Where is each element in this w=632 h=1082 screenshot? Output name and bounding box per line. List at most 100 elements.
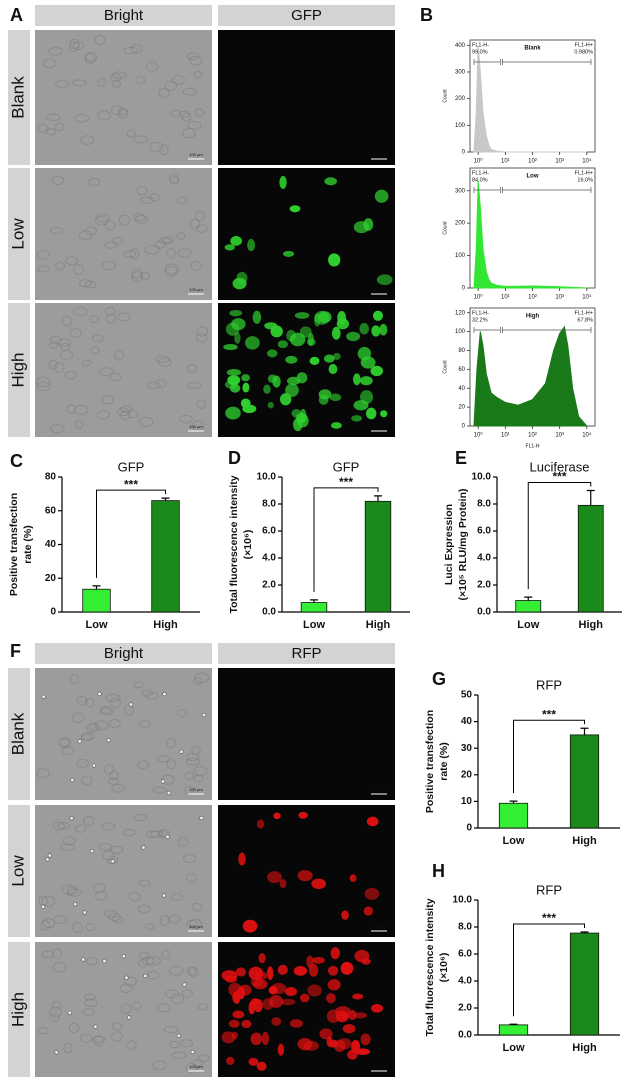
sample-label: Blank xyxy=(524,46,541,52)
cell-outline xyxy=(61,316,73,327)
cell-outline xyxy=(194,108,205,117)
fluorescent-cell xyxy=(282,250,295,257)
fluorescent-cell xyxy=(232,991,241,1004)
y-tick-label: 20 xyxy=(461,769,473,780)
cell-outline xyxy=(81,775,93,786)
fluorescent-cell xyxy=(221,970,238,981)
cell-outline xyxy=(85,956,98,966)
fluorescent-cell xyxy=(331,326,341,340)
y-tick-label: 60 xyxy=(45,505,57,516)
cell-outline xyxy=(97,110,112,121)
cell-outline xyxy=(171,1051,187,1060)
cell-outline xyxy=(149,141,164,153)
cell-outline xyxy=(80,135,95,146)
row-label: Low xyxy=(8,218,27,250)
cell-outline xyxy=(61,746,75,756)
cell-outline xyxy=(88,177,101,187)
cell-outline xyxy=(55,261,66,271)
cell-outline xyxy=(101,822,116,831)
fluorescent-cell xyxy=(346,331,361,342)
cell-outline xyxy=(74,114,90,123)
cell-outline xyxy=(118,214,131,226)
y-tick-label: 8.0 xyxy=(262,499,276,510)
cell-outline xyxy=(186,966,197,976)
x-tick-label: 10² xyxy=(528,159,537,165)
cell-outline xyxy=(163,1025,179,1034)
debris xyxy=(165,834,170,840)
y-axis-label: Positive transfection xyxy=(424,710,436,813)
cell-outline xyxy=(72,712,85,723)
fluorescent-cell xyxy=(349,874,357,883)
fluorescent-cell xyxy=(285,987,298,997)
scale-bar-label: 100 μm xyxy=(189,152,203,157)
y-tick-label: 6.0 xyxy=(458,949,472,960)
cell-outline xyxy=(168,173,180,184)
cell-outline xyxy=(149,830,164,839)
fluorescent-cell xyxy=(318,389,332,400)
fluorescent-cell xyxy=(234,332,241,344)
x-tick-label: Low xyxy=(86,619,108,631)
y-axis-label: Count xyxy=(442,221,448,235)
cell-outline xyxy=(57,822,71,830)
cell-outline xyxy=(176,196,187,204)
y-tick-label: 10.0 xyxy=(472,472,492,483)
cell-outline xyxy=(124,976,137,987)
gate-plus-label: 0.980% xyxy=(574,49,593,55)
y-tick-label: 300 xyxy=(455,188,466,194)
cell-outline xyxy=(177,837,189,847)
fluorescent-cell xyxy=(312,956,325,964)
cell-outline xyxy=(133,814,148,822)
y-tick-label: 100 xyxy=(455,329,466,335)
cell-outline xyxy=(36,376,51,388)
debris xyxy=(45,857,50,862)
cell-outline xyxy=(50,424,65,434)
y-tick-label: 40 xyxy=(45,539,57,550)
fluorescent-cell xyxy=(279,878,287,889)
fluorescent-cell xyxy=(341,910,349,920)
fluorescent-cell xyxy=(314,310,330,325)
x-axis-label: FL1-H xyxy=(526,443,540,449)
cell-outline xyxy=(82,1008,95,1016)
fluorescent-cell xyxy=(333,352,341,360)
fluorescent-cell xyxy=(326,992,336,1004)
fluorescent-cell xyxy=(371,1003,384,1013)
cell-outline xyxy=(133,681,144,689)
y-tick-label: 100 xyxy=(455,253,466,259)
cell-outline xyxy=(51,1000,62,1011)
cell-outline xyxy=(112,236,123,245)
bright-field-image xyxy=(35,30,212,165)
y-tick-label: 400 xyxy=(455,43,466,49)
gate-minus-label: FL1-H- xyxy=(472,42,489,48)
y-axis-label: Count xyxy=(442,360,448,374)
row-label-bg xyxy=(8,942,30,1077)
scale-bar-label: 100 μm xyxy=(372,152,386,157)
fluorescent-cell xyxy=(271,1017,282,1026)
fluorescent-cell xyxy=(273,812,281,820)
scale-bar-label: 100 μm xyxy=(372,424,386,429)
chart-title: RFP xyxy=(536,882,562,897)
debris xyxy=(126,1015,132,1020)
error-bar xyxy=(161,497,170,501)
fluorescent-cell xyxy=(352,993,364,1000)
debris xyxy=(40,904,46,909)
cell-outline xyxy=(102,850,115,861)
cell-outline xyxy=(109,372,122,382)
y-tick-label: 6.0 xyxy=(262,526,276,537)
cell-outline xyxy=(166,759,177,770)
y-tick-label: 10.0 xyxy=(453,895,473,906)
y-tick-label: 6.0 xyxy=(477,526,491,537)
fluorescent-cell xyxy=(267,374,278,383)
y-tick-label: 120 xyxy=(455,310,466,316)
debris xyxy=(179,749,184,754)
gate-plus-label: 16.0% xyxy=(577,177,593,183)
cell-outline xyxy=(99,707,114,716)
error-bar xyxy=(586,489,595,506)
error-bar xyxy=(580,727,589,735)
cell-outline xyxy=(187,120,202,130)
x-tick-label: Low xyxy=(503,1042,525,1054)
cell-outline xyxy=(49,335,62,345)
debris xyxy=(166,790,171,795)
cell-outline xyxy=(191,902,203,912)
fluorescent-cell xyxy=(295,412,307,423)
